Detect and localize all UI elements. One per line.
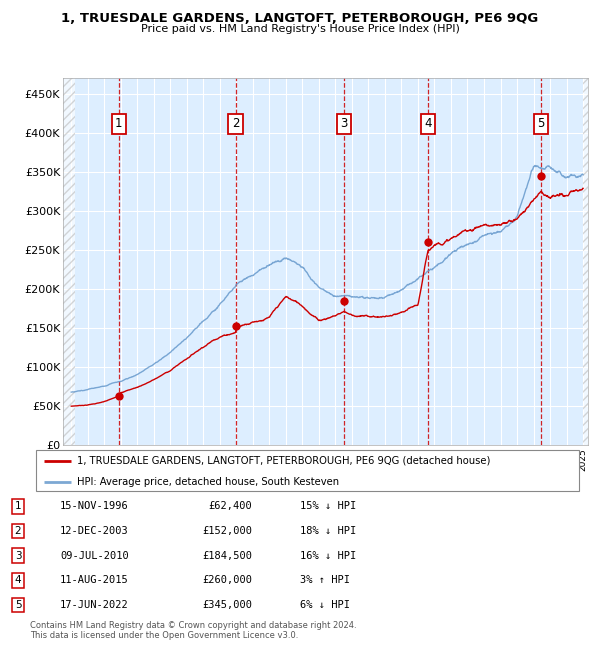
Text: 15% ↓ HPI: 15% ↓ HPI [300,501,356,512]
Text: 15-NOV-1996: 15-NOV-1996 [60,501,129,512]
Text: 17-JUN-2022: 17-JUN-2022 [60,600,129,610]
Text: 4: 4 [14,575,22,586]
Text: £152,000: £152,000 [202,526,252,536]
Text: 5: 5 [14,600,22,610]
Text: 1: 1 [115,118,122,131]
Text: £184,500: £184,500 [202,551,252,561]
Text: 11-AUG-2015: 11-AUG-2015 [60,575,129,586]
Text: HPI: Average price, detached house, South Kesteven: HPI: Average price, detached house, Sout… [77,476,339,487]
Text: 16% ↓ HPI: 16% ↓ HPI [300,551,356,561]
Text: 4: 4 [424,118,432,131]
Text: 5: 5 [538,118,545,131]
Text: £62,400: £62,400 [208,501,252,512]
Text: 3: 3 [340,118,347,131]
Text: 3: 3 [14,551,22,561]
Text: 3% ↑ HPI: 3% ↑ HPI [300,575,350,586]
Text: 1: 1 [14,501,22,512]
Text: 18% ↓ HPI: 18% ↓ HPI [300,526,356,536]
FancyBboxPatch shape [36,450,579,491]
Text: 2: 2 [14,526,22,536]
Text: Contains HM Land Registry data © Crown copyright and database right 2024.
This d: Contains HM Land Registry data © Crown c… [30,621,356,640]
Text: 6% ↓ HPI: 6% ↓ HPI [300,600,350,610]
Text: 2: 2 [232,118,239,131]
Bar [583,78,588,445]
Text: £260,000: £260,000 [202,575,252,586]
Text: £345,000: £345,000 [202,600,252,610]
Bar [63,78,76,445]
Text: Price paid vs. HM Land Registry's House Price Index (HPI): Price paid vs. HM Land Registry's House … [140,24,460,34]
Text: 12-DEC-2003: 12-DEC-2003 [60,526,129,536]
Text: 09-JUL-2010: 09-JUL-2010 [60,551,129,561]
Text: 1, TRUESDALE GARDENS, LANGTOFT, PETERBOROUGH, PE6 9QG (detached house): 1, TRUESDALE GARDENS, LANGTOFT, PETERBOR… [77,456,490,466]
Text: 1, TRUESDALE GARDENS, LANGTOFT, PETERBOROUGH, PE6 9QG: 1, TRUESDALE GARDENS, LANGTOFT, PETERBOR… [61,12,539,25]
